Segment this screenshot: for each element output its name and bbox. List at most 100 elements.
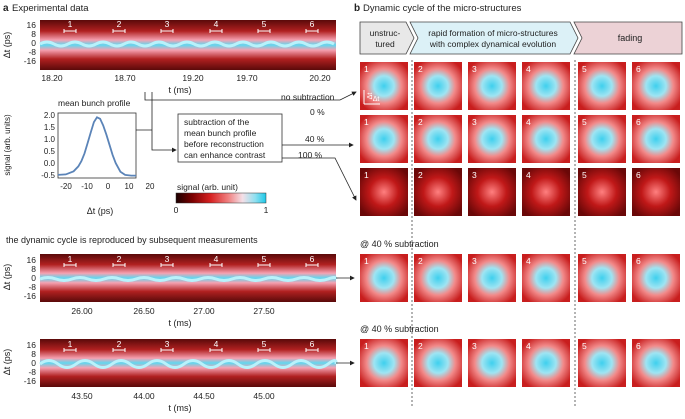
- label-0pct: 0 %: [310, 107, 325, 117]
- tile-rep1-3: [468, 254, 516, 302]
- profile-ytick-3: 1.0: [44, 135, 56, 144]
- subtraction-note: subtraction of the mean bunch profile be…: [136, 91, 357, 201]
- profile-series-line: [57, 116, 136, 177]
- tile-rep2-5: [578, 339, 626, 387]
- row2-ytick-8: 8: [31, 264, 36, 274]
- phase-fading-label: fading: [618, 33, 643, 43]
- row2-ytick-0: 0: [31, 273, 36, 283]
- row1-xtick-4: 19.70: [236, 73, 258, 83]
- row1-ytick-m8: -8: [28, 47, 36, 57]
- row3-xtick-1: 43.50: [71, 391, 93, 401]
- tile-0pct-num-4: 4: [526, 64, 531, 74]
- tile-rep2-num-6: 6: [636, 341, 641, 351]
- row2-xtick-2: 26.50: [133, 306, 155, 316]
- tile-rep1-4: [522, 254, 570, 302]
- tile-rep1-num-2: 2: [418, 256, 423, 266]
- profile-title: mean bunch profile: [58, 98, 131, 108]
- phase-formation-box: [409, 21, 579, 55]
- profile-xtick-3: 0: [106, 182, 111, 191]
- profile-frame: [57, 112, 137, 179]
- tile-0pct-2: [414, 62, 462, 110]
- row1-ytick-m16: -16: [24, 56, 37, 66]
- profile-ytick-4: 0.5: [44, 147, 56, 156]
- tile-0pct-5: [578, 62, 626, 110]
- tile-40pct-num-2: 2: [418, 117, 423, 127]
- row1-marker-1: 1: [68, 19, 73, 29]
- label-100pct: 100 %: [298, 150, 323, 160]
- label-no-subtraction: no subtraction: [281, 92, 335, 102]
- tile-rep2-3: [468, 339, 516, 387]
- row2-xtick-1: 26.00: [71, 306, 93, 316]
- profile-ytick-1: 2.0: [44, 111, 56, 120]
- note-line-4: can enhance contrast: [184, 150, 266, 160]
- tile-40pct-num-1: 1: [364, 117, 369, 127]
- tile-rep2-num-2: 2: [418, 341, 423, 351]
- tile-rep1-5: [578, 254, 626, 302]
- note-box: [177, 113, 283, 163]
- tile-40pct-4: [522, 115, 570, 163]
- phase-unstructured-line-1: unstruc-: [370, 28, 401, 38]
- tile-100pct-num-3: 3: [472, 170, 477, 180]
- tile-40pct-5: [578, 115, 626, 163]
- row3-ytick-8: 8: [31, 349, 36, 359]
- row2-wave: [39, 276, 338, 282]
- inset-axis-y-label: Δt: [367, 93, 374, 100]
- tile-rep1-num-3: 3: [472, 256, 477, 266]
- tile-40pct-2: [414, 115, 462, 163]
- note-line-2: mean bunch profile: [184, 128, 257, 138]
- tile-row-rep1: 1 2 3 4 5 6: [360, 254, 680, 302]
- at40-caption-2: @ 40 % subtraction: [360, 324, 439, 334]
- label-40pct: 40 %: [305, 134, 325, 144]
- tile-100pct-4: [522, 168, 570, 216]
- tile-40pct-num-6: 6: [636, 117, 641, 127]
- panel-b-letter: b: [354, 3, 360, 14]
- tile-100pct-num-4: 4: [526, 170, 531, 180]
- tile-rep2-num-4: 4: [526, 341, 531, 351]
- tile-0pct-num-2: 2: [418, 64, 423, 74]
- row2-marker-6: 6: [310, 254, 315, 264]
- row2-ytick-16: 16: [27, 255, 37, 265]
- tile-rep1-2: [414, 254, 462, 302]
- tile-40pct-1: [360, 115, 408, 163]
- tile-row-40pct: 1 2 3 4 5 6: [360, 115, 680, 163]
- tile-40pct-3: [468, 115, 516, 163]
- tile-100pct-5: [578, 168, 626, 216]
- at40-caption-1: @ 40 % subtraction: [360, 239, 439, 249]
- tile-40pct-num-3: 3: [472, 117, 477, 127]
- tile-rep1-6: [632, 254, 680, 302]
- row1-xtick-3: 19.20: [182, 73, 204, 83]
- row1-xtick-1: 18.20: [41, 73, 63, 83]
- profile-ytick-6: -0.5: [41, 171, 55, 180]
- row2-ytick-m8: -8: [28, 282, 36, 292]
- row3-marker-1: 1: [68, 339, 73, 349]
- row3-xtick-4: 45.00: [253, 391, 275, 401]
- row3-xtick-2: 44.00: [133, 391, 155, 401]
- row2-xtick-4: 27.50: [253, 306, 275, 316]
- tile-100pct-num-5: 5: [582, 170, 587, 180]
- row2-marker-2: 2: [117, 254, 122, 264]
- colorbar: signal (arb. unit) 0 1: [174, 182, 269, 215]
- inset-axes-arrows: [363, 90, 380, 105]
- tile-rep2-num-5: 5: [582, 341, 587, 351]
- phase-unstructured-box: [359, 21, 415, 55]
- phase-fading-box: [573, 21, 683, 55]
- row1-xtick-2: 18.70: [114, 73, 136, 83]
- row1-ytick-0: 0: [31, 38, 36, 48]
- tile-rep1-1: [360, 254, 408, 302]
- row1-marker-3: 3: [165, 19, 170, 29]
- colorbar-bar: [175, 192, 267, 204]
- phase-header: unstruc- tured rapid formation of micro-…: [359, 21, 683, 55]
- colorbar-label: signal (arb. unit): [177, 182, 238, 192]
- profile-ytick-5: 0.0: [44, 159, 56, 168]
- inset-axis-x-label: Δt: [373, 96, 380, 103]
- row2-marker-5: 5: [262, 254, 267, 264]
- tile-100pct-num-2: 2: [418, 170, 423, 180]
- profile-connector: [136, 92, 176, 150]
- tile-rep2-6: [632, 339, 680, 387]
- profile-xtick-2: -10: [81, 182, 93, 191]
- tile-100pct-3: [468, 168, 516, 216]
- row3-ytick-16: 16: [27, 340, 37, 350]
- tile-rep2-4: [522, 339, 570, 387]
- phase-formation-line-2: with complex dynamical evolution: [429, 39, 556, 49]
- row3-marker-3: 3: [165, 339, 170, 349]
